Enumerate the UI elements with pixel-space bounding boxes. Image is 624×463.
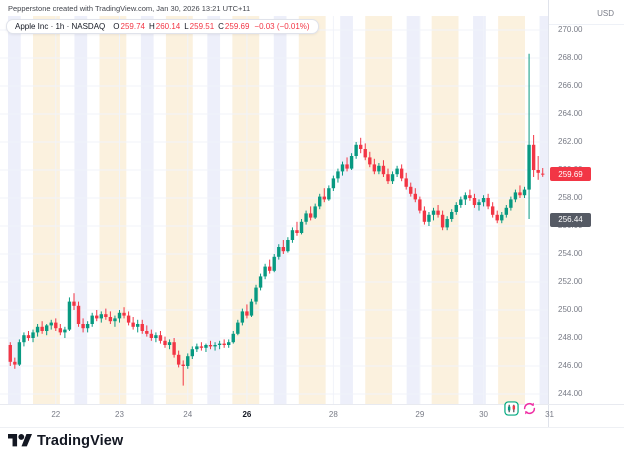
time-axis-label: 30: [479, 410, 489, 419]
price-axis-divider: [548, 0, 549, 427]
symbol-legend[interactable]: Apple Inc · 1h · NASDAQ O259.74 H260.14 …: [6, 19, 319, 34]
price-axis-label: 246.00: [558, 361, 583, 370]
currency-label[interactable]: USD: [597, 9, 614, 18]
price-axis-label: 258.00: [558, 193, 583, 202]
price-axis-label: 248.00: [558, 333, 583, 342]
price-axis-label: 268.00: [558, 53, 583, 62]
ohlc-high: H260.14: [148, 22, 181, 31]
price-chart[interactable]: [0, 0, 548, 404]
price-axis-label: 270.00: [558, 25, 583, 34]
price-axis-label: 254.00: [558, 249, 583, 258]
time-axis-label: 22: [51, 410, 61, 419]
refresh-icon[interactable]: [522, 401, 537, 416]
time-axis-divider: [0, 404, 624, 405]
attribution-text: Pepperstone created with TradingView.com…: [8, 4, 251, 13]
price-axis-label: 250.00: [558, 305, 583, 314]
candlestick-chart-icon[interactable]: [504, 401, 519, 416]
candlestick-series: [8, 53, 545, 386]
price-axis-label: 252.00: [558, 277, 583, 286]
price-axis-label: 244.00: [558, 389, 583, 398]
price-axis-label: 266.00: [558, 81, 583, 90]
time-axis-label: 31: [545, 410, 554, 419]
tradingview-logo-icon[interactable]: [8, 431, 32, 450]
session-highlighting: [8, 16, 548, 404]
time-axis-label: 24: [183, 410, 193, 419]
last-price-badge: 259.69: [550, 167, 591, 182]
price-change: −0.03 (−0.01%): [254, 22, 310, 31]
ohlc-close: C259.69: [218, 22, 250, 31]
time-axis-label: 26: [242, 410, 252, 419]
price-axis-label: 262.00: [558, 137, 583, 146]
ohlc-open: O259.74: [113, 22, 145, 31]
symbol-title[interactable]: Apple Inc · 1h · NASDAQ: [15, 22, 106, 31]
tradingview-brand[interactable]: TradingView: [37, 432, 124, 449]
footer: TradingView: [8, 431, 123, 450]
price-axis-label: 264.00: [558, 109, 583, 118]
time-axis-label: 23: [115, 410, 124, 419]
footer-divider: [0, 427, 624, 428]
secondary-price-badge: 256.44: [550, 212, 591, 227]
ohlc-low: L259.51: [184, 22, 215, 31]
time-axis-label: 28: [328, 410, 338, 419]
currency-divider: [549, 24, 624, 25]
time-axis-label: 29: [415, 410, 425, 419]
